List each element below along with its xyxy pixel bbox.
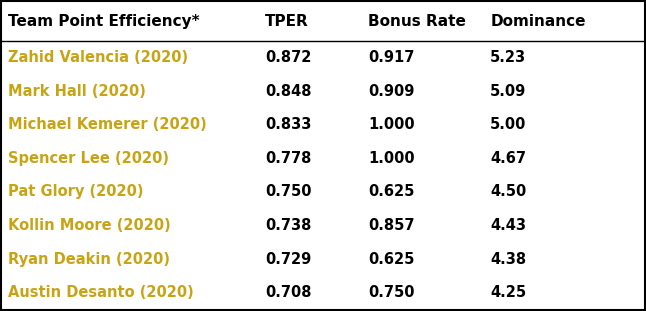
Text: 4.38: 4.38 <box>490 252 526 267</box>
Text: Dominance: Dominance <box>490 14 586 29</box>
Text: 0.909: 0.909 <box>368 84 414 99</box>
Text: 4.43: 4.43 <box>490 218 526 233</box>
Text: 0.729: 0.729 <box>265 252 311 267</box>
Text: Michael Kemerer (2020): Michael Kemerer (2020) <box>8 117 207 132</box>
Text: Bonus Rate: Bonus Rate <box>368 14 466 29</box>
Text: 0.872: 0.872 <box>265 50 311 65</box>
Text: 0.848: 0.848 <box>265 84 311 99</box>
Text: Zahid Valencia (2020): Zahid Valencia (2020) <box>8 50 188 65</box>
Text: 0.833: 0.833 <box>265 117 311 132</box>
Text: TPER: TPER <box>265 14 309 29</box>
Text: 0.857: 0.857 <box>368 218 415 233</box>
Text: 4.25: 4.25 <box>490 285 526 300</box>
Text: Mark Hall (2020): Mark Hall (2020) <box>8 84 146 99</box>
Text: 0.738: 0.738 <box>265 218 311 233</box>
Text: 0.625: 0.625 <box>368 184 414 199</box>
Text: 0.917: 0.917 <box>368 50 414 65</box>
Text: 1.000: 1.000 <box>368 151 415 166</box>
Text: 5.23: 5.23 <box>490 50 526 65</box>
Text: 4.50: 4.50 <box>490 184 526 199</box>
Text: 0.750: 0.750 <box>265 184 311 199</box>
Text: Team Point Efficiency*: Team Point Efficiency* <box>8 14 200 29</box>
Text: Spencer Lee (2020): Spencer Lee (2020) <box>8 151 169 166</box>
Text: 0.750: 0.750 <box>368 285 415 300</box>
Text: 4.67: 4.67 <box>490 151 526 166</box>
Text: 0.708: 0.708 <box>265 285 311 300</box>
Text: Pat Glory (2020): Pat Glory (2020) <box>8 184 143 199</box>
Text: 5.00: 5.00 <box>490 117 526 132</box>
Text: 5.09: 5.09 <box>490 84 526 99</box>
Text: Austin Desanto (2020): Austin Desanto (2020) <box>8 285 194 300</box>
Text: Kollin Moore (2020): Kollin Moore (2020) <box>8 218 171 233</box>
Text: 0.778: 0.778 <box>265 151 311 166</box>
Text: 1.000: 1.000 <box>368 117 415 132</box>
Text: 0.625: 0.625 <box>368 252 414 267</box>
Text: Ryan Deakin (2020): Ryan Deakin (2020) <box>8 252 170 267</box>
